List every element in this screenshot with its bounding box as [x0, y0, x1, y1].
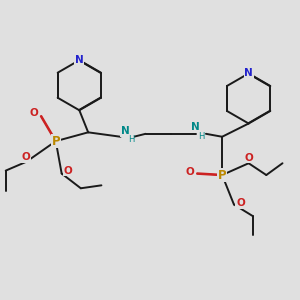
Text: N: N	[191, 122, 200, 132]
Text: P: P	[52, 135, 60, 148]
Text: P: P	[218, 169, 226, 182]
Text: H: H	[198, 132, 204, 141]
Text: N: N	[75, 55, 84, 65]
Text: O: O	[29, 108, 38, 118]
Text: O: O	[63, 166, 72, 176]
Text: O: O	[185, 167, 194, 177]
Text: O: O	[244, 153, 253, 163]
Text: O: O	[236, 198, 245, 208]
Text: N: N	[244, 68, 253, 78]
Text: H: H	[128, 135, 134, 144]
Text: O: O	[22, 152, 31, 162]
Text: N: N	[121, 126, 129, 136]
